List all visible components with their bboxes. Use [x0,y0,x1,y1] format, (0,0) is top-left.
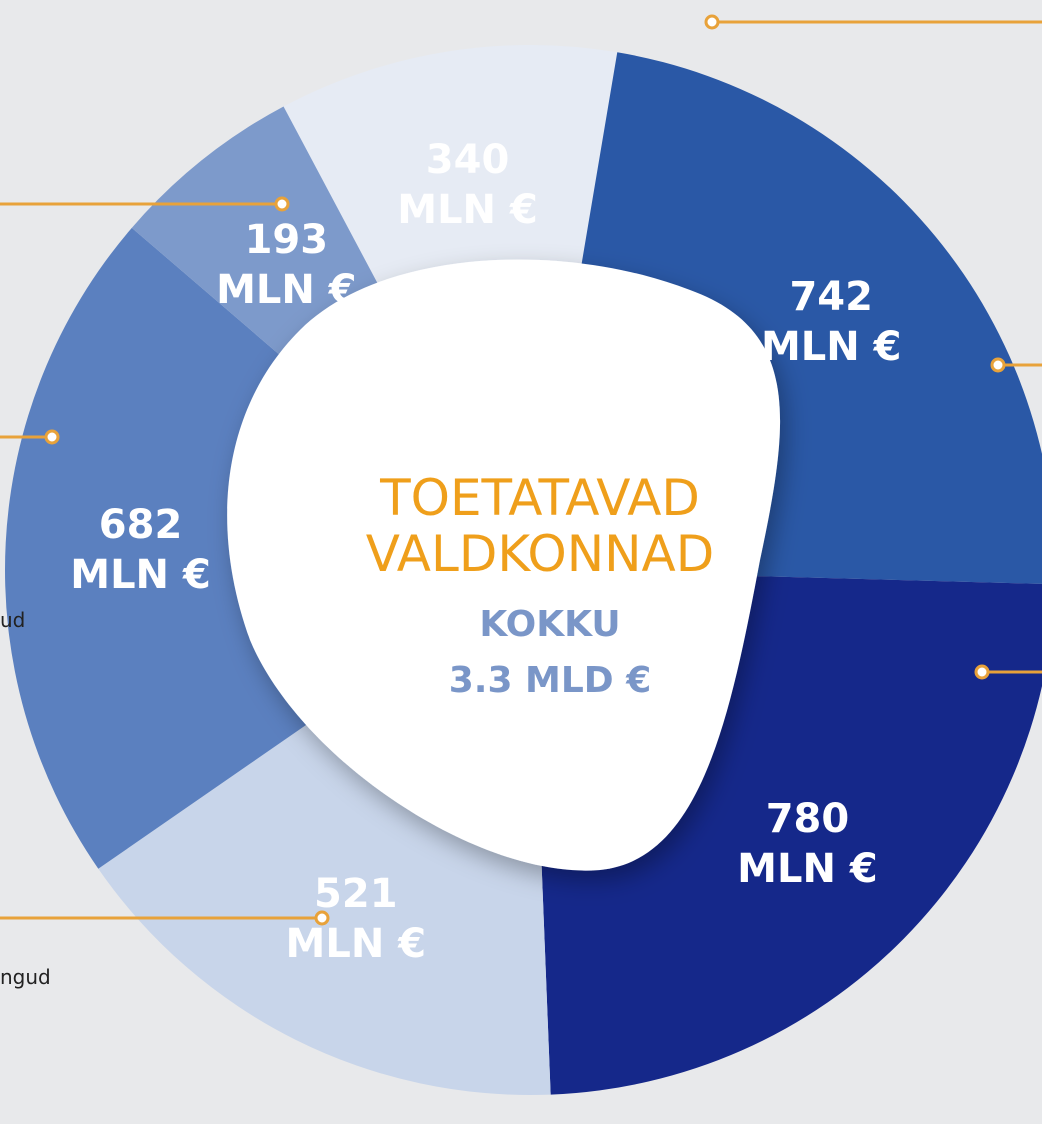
pie-slice [537,575,1042,1095]
leader-lines [0,14,1042,926]
value-label: 193 MLN € [216,217,357,314]
chart-subtitle: KOKKU [479,604,621,645]
value-label: 521 MLN € [285,870,427,967]
value-label: 340 MLN € [397,137,538,234]
annotation: ngud [0,965,51,989]
pie-slice [563,52,1042,584]
value-label: 742 MLN € [760,274,902,371]
total-label: 3.3 MLD € [448,660,652,701]
center-shape [227,259,781,871]
annotation: ud [0,608,26,632]
value-label: 682 MLN € [70,501,211,598]
chart-title: TOETATAVAD VALDKONNAD [365,469,715,583]
value-label: 780 MLN € [737,796,878,893]
